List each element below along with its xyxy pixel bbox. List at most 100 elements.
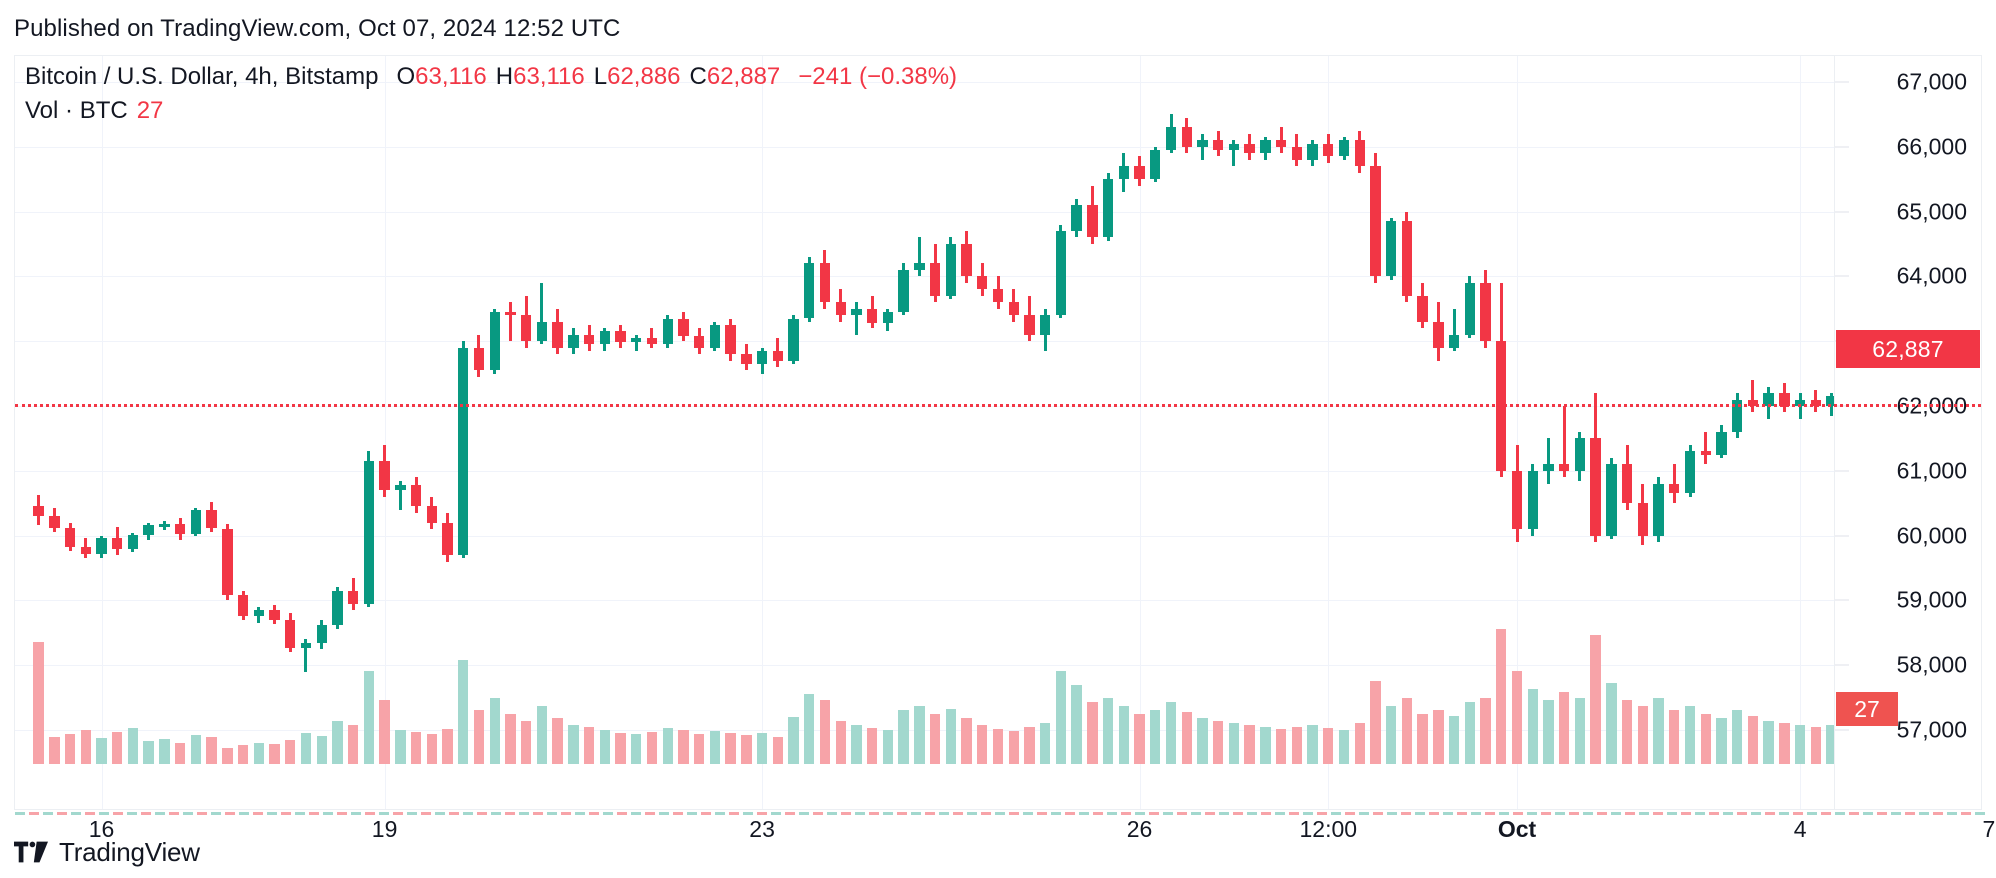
volume-bar[interactable] — [961, 718, 972, 764]
volume-bar[interactable] — [505, 714, 516, 764]
candle-body[interactable] — [395, 485, 406, 491]
volume-bar[interactable] — [693, 733, 705, 764]
volume-bar[interactable] — [379, 699, 390, 764]
volume-bar[interactable] — [64, 733, 76, 764]
candle-body[interactable] — [568, 334, 579, 348]
candle-body[interactable] — [222, 528, 233, 596]
candle-body[interactable] — [552, 321, 563, 348]
volume-bar[interactable] — [174, 743, 186, 764]
volume-bar[interactable] — [112, 731, 123, 764]
volume-bar[interactable] — [1165, 701, 1177, 764]
candle-body[interactable] — [347, 590, 359, 604]
candle-body[interactable] — [1417, 295, 1428, 322]
candle-body[interactable] — [285, 619, 296, 649]
volume-bar[interactable] — [80, 729, 91, 764]
candle-body[interactable] — [1559, 464, 1570, 471]
candle-body[interactable] — [1150, 149, 1161, 180]
volume-bar[interactable] — [33, 641, 44, 764]
volume-bar[interactable] — [426, 733, 437, 764]
volume-bar[interactable] — [1024, 726, 1035, 764]
volume-bar[interactable] — [1732, 710, 1743, 764]
volume-bar[interactable] — [395, 729, 406, 764]
candle-body[interactable] — [1071, 205, 1082, 231]
candle-body[interactable] — [1307, 143, 1318, 160]
volume-bar[interactable] — [835, 720, 846, 764]
volume-bar[interactable] — [1102, 697, 1114, 764]
volume-bar[interactable] — [756, 732, 768, 764]
candle-body[interactable] — [914, 263, 925, 270]
volume-bar[interactable] — [1401, 697, 1413, 764]
candle-body[interactable] — [1370, 166, 1381, 277]
volume-bar[interactable] — [332, 720, 343, 764]
volume-bar[interactable] — [237, 745, 249, 764]
candle-body[interactable] — [678, 318, 689, 336]
volume-bar[interactable] — [631, 733, 642, 764]
candle-body[interactable] — [1511, 470, 1523, 530]
volume-bar[interactable] — [253, 743, 264, 764]
candle-body[interactable] — [756, 350, 768, 364]
volume-bar[interactable] — [1653, 697, 1664, 764]
candle-body[interactable] — [473, 347, 485, 371]
volume-bar[interactable] — [1386, 706, 1397, 764]
volume-bar[interactable] — [1228, 722, 1240, 764]
candle-body[interactable] — [1480, 282, 1491, 342]
volume-bar[interactable] — [1574, 697, 1586, 764]
candle-body[interactable] — [49, 516, 60, 528]
volume-bar[interactable] — [772, 737, 783, 764]
current-price-badge[interactable]: 62,887 — [1836, 329, 1980, 368]
candle-body[interactable] — [725, 324, 736, 355]
volume-bar[interactable] — [599, 729, 610, 764]
volume-bar[interactable] — [520, 720, 532, 764]
volume-bar[interactable] — [1008, 730, 1019, 764]
candle-body[interactable] — [426, 506, 437, 523]
volume-bar[interactable] — [1747, 716, 1759, 764]
candle-body[interactable] — [1165, 127, 1177, 150]
volume-bar[interactable] — [458, 660, 469, 764]
legend-symbol-row[interactable]: Bitcoin / U.S. Dollar, 4h, Bitstamp O63,1… — [25, 60, 957, 94]
candle-body[interactable] — [1763, 393, 1774, 406]
volume-bar[interactable] — [159, 739, 170, 764]
candle-body[interactable] — [1448, 334, 1460, 348]
candle-body[interactable] — [1794, 399, 1806, 406]
candle-body[interactable] — [1134, 166, 1145, 180]
volume-bar[interactable] — [1087, 701, 1098, 764]
candle-body[interactable] — [945, 243, 956, 296]
candle-body[interactable] — [1637, 503, 1649, 536]
volume-bar[interactable] — [285, 740, 296, 764]
candle-body[interactable] — [1590, 438, 1601, 536]
volume-bar[interactable] — [929, 714, 941, 764]
candle-body[interactable] — [1700, 451, 1711, 455]
candle-body[interactable] — [64, 527, 76, 547]
candle-body[interactable] — [961, 243, 972, 277]
volume-bar[interactable] — [143, 741, 154, 764]
candle-body[interactable] — [1244, 143, 1255, 154]
volume-bar[interactable] — [206, 737, 217, 764]
volume-bar[interactable] — [1055, 670, 1067, 764]
legend-volume-row[interactable]: Vol · BTC 27 — [25, 94, 957, 128]
volume-bar[interactable] — [1338, 729, 1350, 764]
candle-body[interactable] — [1574, 438, 1586, 471]
candle-body[interactable] — [1527, 470, 1538, 530]
candle-body[interactable] — [709, 324, 721, 348]
candle-body[interactable] — [1181, 127, 1192, 147]
volume-bar[interactable] — [914, 706, 925, 764]
candle-body[interactable] — [174, 523, 186, 534]
candle-body[interactable] — [536, 321, 548, 342]
candle-body[interactable] — [882, 312, 894, 324]
candle-body[interactable] — [1024, 315, 1035, 335]
price-axis[interactable]: 67,00066,00065,00064,00063,00062,00061,0… — [1834, 55, 1982, 810]
volume-bar[interactable] — [127, 727, 139, 764]
volume-bar[interactable] — [1433, 710, 1444, 764]
volume-bar[interactable] — [741, 735, 752, 764]
candle-body[interactable] — [1338, 140, 1350, 157]
candle-body[interactable] — [1275, 140, 1287, 147]
volume-bar[interactable] — [1464, 701, 1476, 764]
candle-body[interactable] — [1684, 451, 1696, 494]
candle-body[interactable] — [851, 308, 862, 316]
volume-bar[interactable] — [725, 732, 736, 764]
volume-bar[interactable] — [1763, 720, 1774, 764]
volume-bar[interactable] — [1810, 726, 1822, 764]
candle-body[interactable] — [804, 263, 815, 319]
volume-bar[interactable] — [819, 699, 831, 764]
volume-bar[interactable] — [1794, 724, 1806, 764]
